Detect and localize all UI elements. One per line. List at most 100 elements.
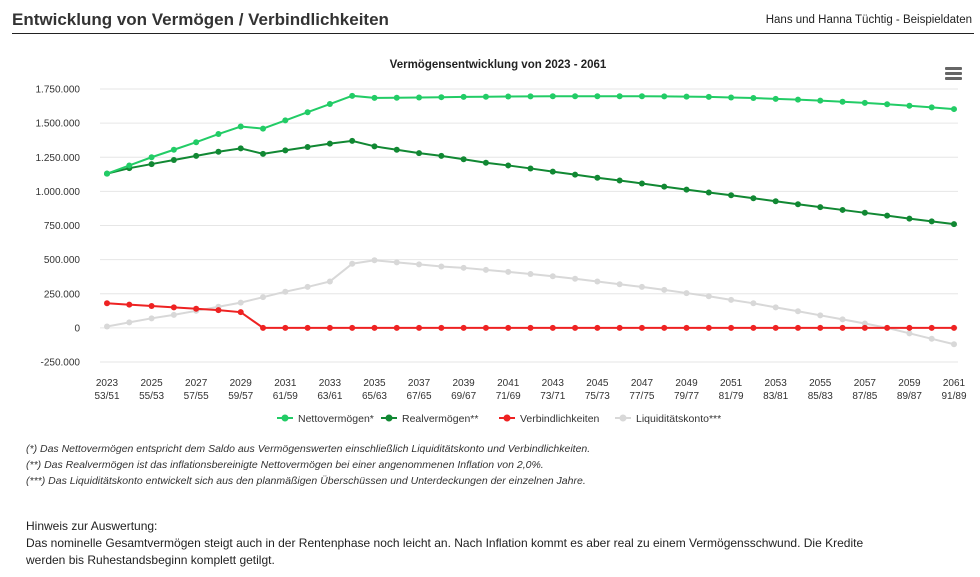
data-point[interactable] [215,131,222,138]
data-point[interactable] [371,257,378,264]
data-point[interactable] [616,93,623,100]
data-point[interactable] [438,324,445,331]
data-point[interactable] [728,94,735,101]
data-point[interactable] [237,123,244,130]
data-point[interactable] [683,186,690,193]
data-point[interactable] [794,96,801,103]
data-point[interactable] [839,98,846,105]
data-point[interactable] [951,324,957,331]
data-point[interactable] [148,315,155,322]
data-point[interactable] [326,278,333,285]
data-point[interactable] [683,290,690,297]
data-point[interactable] [416,261,423,268]
data-point[interactable] [594,93,601,100]
data-point[interactable] [193,152,200,159]
data-point[interactable] [594,174,601,181]
data-point[interactable] [282,324,289,331]
data-point[interactable] [215,148,222,155]
data-point[interactable] [416,94,423,101]
data-point[interactable] [928,335,935,342]
data-point[interactable] [460,156,467,163]
data-point[interactable] [326,324,333,331]
data-point[interactable] [505,324,512,331]
data-point[interactable] [438,263,445,270]
data-point[interactable] [861,324,868,331]
data-point[interactable] [170,156,177,163]
data-point[interactable] [683,324,690,331]
data-point[interactable] [817,312,824,319]
data-point[interactable] [193,305,200,312]
data-point[interactable] [482,93,489,100]
data-point[interactable] [482,266,489,273]
data-point[interactable] [349,324,356,331]
data-point[interactable] [750,95,757,102]
data-point[interactable] [884,101,891,108]
data-point[interactable] [282,288,289,295]
data-point[interactable] [460,264,467,271]
data-point[interactable] [661,93,668,100]
data-point[interactable] [572,275,579,282]
data-point[interactable] [705,93,712,100]
data-point[interactable] [438,94,445,101]
data-point[interactable] [951,341,957,348]
data-point[interactable] [393,146,400,153]
data-point[interactable] [416,150,423,157]
data-point[interactable] [416,324,423,331]
data-point[interactable] [839,206,846,213]
data-point[interactable] [349,260,356,267]
data-point[interactable] [549,168,556,175]
data-point[interactable] [104,323,110,330]
data-point[interactable] [260,324,267,331]
chart-legend[interactable]: Nettovermögen* Realvermögen** Verbindlichk… [277,413,721,425]
data-point[interactable] [170,311,177,318]
data-point[interactable] [951,221,957,228]
data-point[interactable] [928,218,935,225]
data-point[interactable] [750,300,757,307]
data-point[interactable] [794,201,801,208]
data-point[interactable] [193,139,200,146]
data-point[interactable] [638,324,645,331]
data-point[interactable] [527,270,534,277]
data-point[interactable] [104,300,110,307]
data-point[interactable] [282,117,289,124]
data-point[interactable] [794,324,801,331]
data-point[interactable] [260,150,267,157]
data-point[interactable] [951,106,957,113]
data-point[interactable] [705,189,712,196]
data-point[interactable] [349,137,356,144]
data-point[interactable] [237,145,244,152]
data-point[interactable] [884,324,891,331]
data-point[interactable] [326,140,333,147]
data-point[interactable] [661,183,668,190]
data-point[interactable] [393,259,400,266]
legend-item[interactable]: Realvermögen** [381,413,478,425]
data-point[interactable] [148,303,155,310]
data-point[interactable] [304,144,311,151]
data-point[interactable] [705,324,712,331]
data-point[interactable] [371,94,378,101]
data-point[interactable] [616,281,623,288]
data-point[interactable] [772,304,779,311]
legend-item[interactable]: Nettovermögen* [277,413,374,425]
data-point[interactable] [728,192,735,199]
data-point[interactable] [505,93,512,100]
data-point[interactable] [549,93,556,100]
data-point[interactable] [215,307,222,314]
data-point[interactable] [817,97,824,104]
data-point[interactable] [817,204,824,211]
data-point[interactable] [304,283,311,290]
legend-item[interactable]: Liquiditätskonto*** [615,413,721,425]
data-point[interactable] [638,283,645,290]
data-point[interactable] [728,324,735,331]
data-point[interactable] [326,101,333,108]
data-point[interactable] [170,146,177,153]
data-point[interactable] [505,268,512,275]
data-point[interactable] [572,324,579,331]
data-point[interactable] [572,171,579,178]
data-point[interactable] [126,319,133,326]
data-point[interactable] [527,93,534,100]
data-point[interactable] [304,109,311,116]
data-point[interactable] [906,324,913,331]
data-point[interactable] [839,316,846,323]
data-point[interactable] [839,324,846,331]
